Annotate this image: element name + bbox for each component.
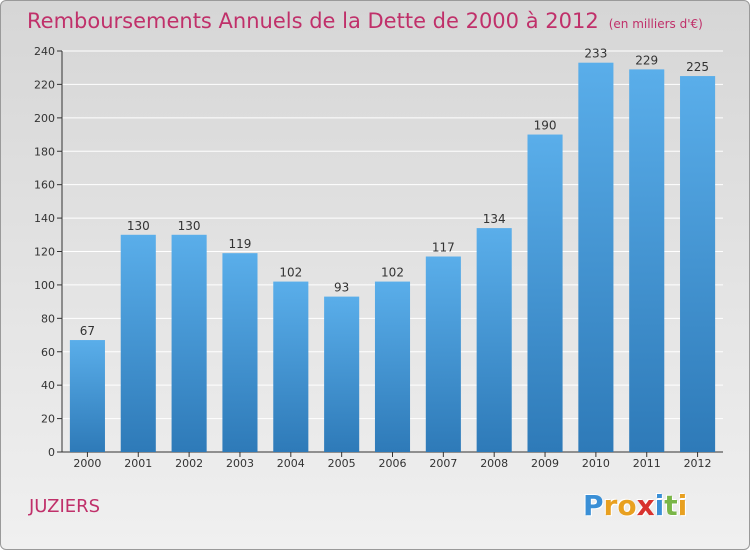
y-tick-label: 180 <box>34 145 55 158</box>
bar <box>629 69 665 453</box>
bars <box>69 62 716 453</box>
logo-letter: i <box>677 489 688 522</box>
data-label: 93 <box>334 281 349 295</box>
data-label: 190 <box>534 119 557 133</box>
bar <box>324 296 360 452</box>
x-tick-label: 2002 <box>175 457 203 470</box>
data-label: 130 <box>178 219 201 233</box>
chart-title: Remboursements Annuels de la Dette de 20… <box>27 9 703 33</box>
x-tick-label: 2011 <box>633 457 661 470</box>
logo-letter: r <box>603 489 618 522</box>
x-tick-label: 2007 <box>429 457 457 470</box>
data-label: 229 <box>635 53 658 67</box>
logo-letter: o <box>617 489 637 522</box>
proxiti-logo: Proxiti <box>583 489 687 522</box>
bar <box>120 234 156 452</box>
labels: 0 20 40 60 80 100 120 140 160 180 200 220 240 2000 67 2… <box>34 45 712 470</box>
data-label: 117 <box>432 241 455 255</box>
bar <box>680 76 716 452</box>
bar <box>425 256 461 452</box>
x-tick-label: 2003 <box>226 457 254 470</box>
data-label: 130 <box>127 219 150 233</box>
y-tick-label: 140 <box>34 212 55 225</box>
bar <box>578 62 614 453</box>
logo-letter: i <box>654 489 665 522</box>
x-tick-label: 2012 <box>684 457 712 470</box>
x-tick-label: 2008 <box>480 457 508 470</box>
x-tick-label: 2001 <box>124 457 152 470</box>
y-tick-label: 60 <box>41 346 55 359</box>
data-label: 67 <box>80 324 95 338</box>
chart-title-unit: (en milliers d'€) <box>608 17 703 31</box>
bar <box>527 134 563 452</box>
y-tick-label: 240 <box>34 45 55 58</box>
y-tick-label: 20 <box>41 413 55 426</box>
y-tick-label: 80 <box>41 312 55 325</box>
bar <box>222 253 258 452</box>
bar <box>69 340 105 452</box>
y-tick-label: 100 <box>34 279 55 292</box>
bar <box>476 228 512 452</box>
x-tick-label: 2010 <box>582 457 610 470</box>
y-tick-label: 0 <box>48 446 55 459</box>
y-tick-label: 40 <box>41 379 55 392</box>
data-label: 225 <box>686 60 709 74</box>
data-label: 119 <box>229 237 252 251</box>
y-tick-label: 200 <box>34 112 55 125</box>
data-label: 102 <box>279 266 302 280</box>
bar <box>171 234 207 452</box>
y-tick-label: 120 <box>34 246 55 259</box>
x-tick-label: 2009 <box>531 457 559 470</box>
bar <box>273 281 309 452</box>
data-label: 134 <box>483 212 506 226</box>
y-tick-label: 160 <box>34 179 55 192</box>
x-tick-label: 2006 <box>379 457 407 470</box>
x-tick-label: 2004 <box>277 457 305 470</box>
y-tick-label: 220 <box>34 78 55 91</box>
logo-letter: t <box>664 489 678 522</box>
chart-title-main: Remboursements Annuels de la Dette de 20… <box>27 9 599 33</box>
data-label: 102 <box>381 266 404 280</box>
logo-letter: P <box>583 489 604 522</box>
bar <box>374 281 411 452</box>
data-label: 233 <box>584 47 607 61</box>
logo-letter: x <box>636 489 655 522</box>
commune-name: JUZIERS <box>29 496 101 517</box>
x-tick-label: 2005 <box>328 457 356 470</box>
x-tick-label: 2000 <box>73 457 101 470</box>
